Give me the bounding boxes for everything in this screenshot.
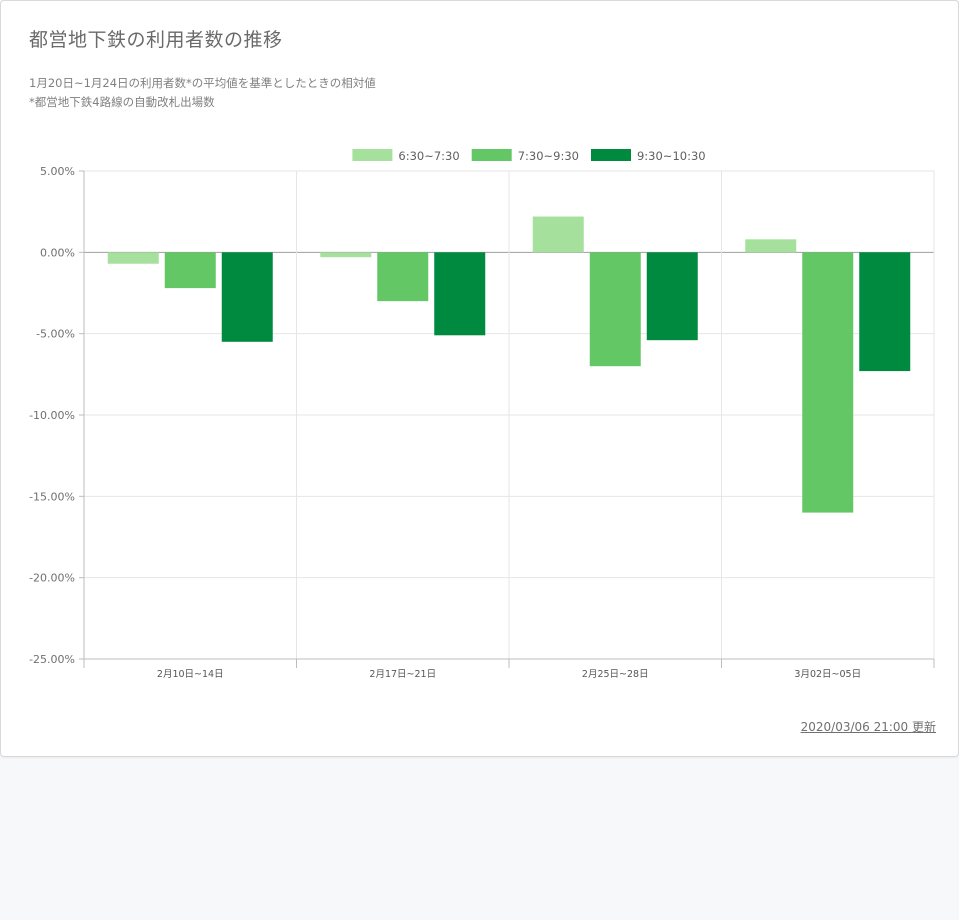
legend-item[interactable]: 6:30~7:30 [352, 149, 460, 163]
legend-swatch [471, 149, 512, 161]
bar-chart: 5.00% 0.00% -5.00% -10.00% -15.00% -20.00% -25… [29, 149, 935, 680]
y-tick-label: -5.00% [36, 328, 75, 341]
bar-1-4[interactable] [745, 239, 797, 253]
legend-swatch [590, 149, 631, 161]
y-tick-label: 5.00% [40, 165, 75, 178]
bar-3-2[interactable] [434, 252, 486, 336]
legend-swatch [352, 149, 393, 161]
x-tick-label: 3月02日~05日 [794, 669, 861, 680]
bar-1-3[interactable] [532, 216, 584, 253]
x-tick-label: 2月10日~14日 [157, 669, 224, 680]
bar-1-2[interactable] [320, 252, 372, 258]
bar-3-3[interactable] [646, 252, 698, 341]
legend-label: 7:30~9:30 [518, 149, 579, 163]
y-tick-label: -10.00% [29, 409, 75, 422]
y-tick-label: -25.00% [29, 653, 75, 666]
legend-item[interactable]: 7:30~9:30 [471, 149, 579, 163]
bar-3-4[interactable] [859, 252, 911, 372]
legend-label: 9:30~10:30 [637, 149, 706, 163]
chart-title: 都営地下鉄の利用者数の推移 [29, 29, 283, 51]
chart-footnote: *都営地下鉄4路線の自動改札出場数 [29, 95, 215, 109]
legend-item[interactable]: 9:30~10:30 [590, 149, 706, 163]
bar-2-2[interactable] [377, 252, 429, 302]
last-updated-link[interactable]: 2020/03/06 21:00 更新 [800, 720, 936, 734]
bar-2-3[interactable] [589, 252, 641, 367]
chart-card: 都営地下鉄の利用者数の推移 1月20日~1月24日の利用者数*の平均値を基準とし… [0, 0, 959, 757]
bar-3-1[interactable] [221, 252, 273, 342]
legend-label: 6:30~7:30 [398, 149, 459, 163]
bar-2-4[interactable] [802, 252, 854, 513]
x-tick-label: 2月25日~28日 [582, 669, 649, 680]
y-tick-label: -15.00% [29, 490, 75, 503]
bar-1-1[interactable] [107, 252, 159, 264]
y-tick-label: 0.00% [40, 246, 75, 259]
chart-subtitle: 1月20日~1月24日の利用者数*の平均値を基準としたときの相対値 [29, 76, 376, 90]
bar-2-1[interactable] [164, 252, 216, 289]
y-tick-label: -20.00% [29, 572, 75, 585]
x-tick-label: 2月17日~21日 [369, 669, 436, 680]
